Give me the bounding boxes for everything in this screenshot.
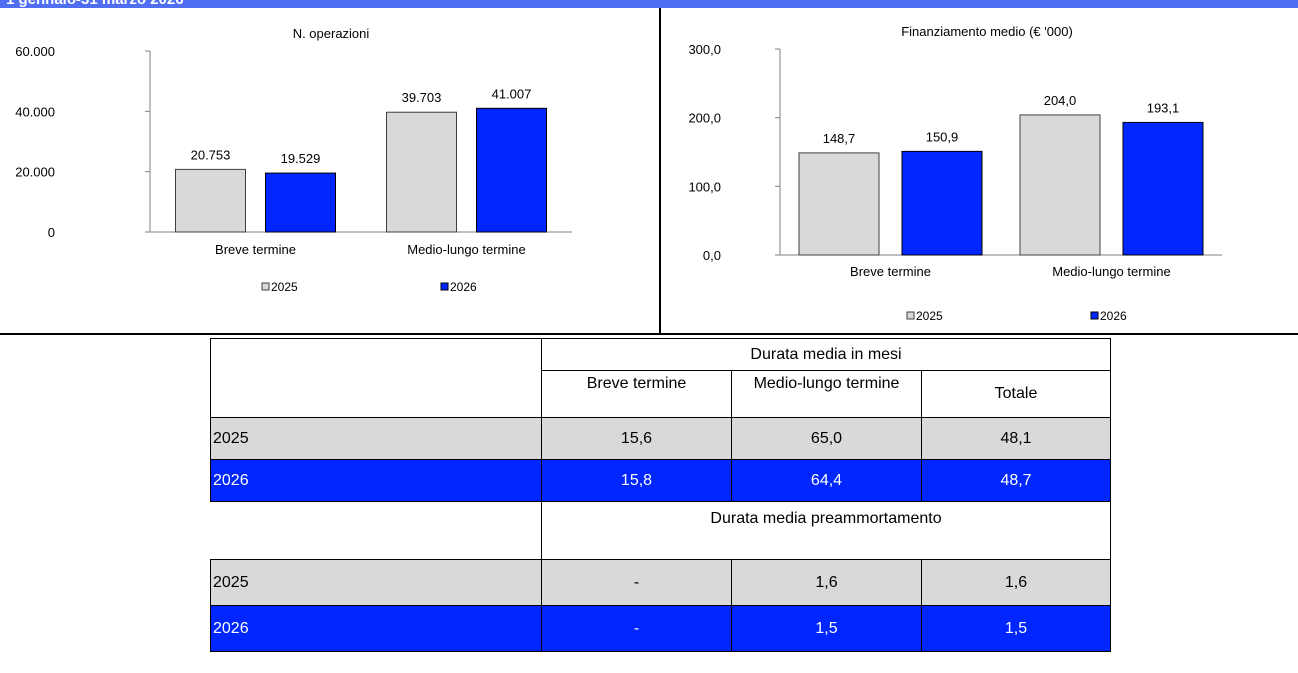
table-cell: 15,8 xyxy=(541,459,732,502)
header-title: 1 gennaio-31 marzo 2026 xyxy=(6,0,184,8)
legend-swatch xyxy=(440,282,449,291)
col-header-totale: Totale xyxy=(920,370,1112,418)
data-label: 41.007 xyxy=(492,86,532,101)
data-label: 204,0 xyxy=(1044,93,1077,108)
table-cell: - xyxy=(541,605,732,652)
category-label: Breve termine xyxy=(215,242,296,257)
row-label: 2026 xyxy=(210,605,542,652)
empty-cell xyxy=(210,501,542,560)
table-row: 2025 15,6 65,0 48,1 xyxy=(210,417,1112,460)
header-bar: 1 gennaio-31 marzo 2026 xyxy=(0,0,1298,8)
bar-2025 xyxy=(386,111,457,233)
durata-table: Durata media in mesi Breve termine Medio… xyxy=(210,338,1112,652)
table-header-row: Durata media in mesi xyxy=(210,338,1112,418)
y-tick-label: 20.000 xyxy=(15,165,55,180)
table-cell: 1,6 xyxy=(920,559,1112,606)
y-tick-label: 200,0 xyxy=(688,111,721,126)
bar-2026 xyxy=(476,107,547,233)
legend-label: 2025 xyxy=(271,280,298,294)
y-tick-label: 300,0 xyxy=(688,42,721,57)
legend-swatch xyxy=(906,311,915,320)
data-label: 39.703 xyxy=(402,90,442,105)
table-cell: - xyxy=(541,559,732,606)
table-cell: 1,5 xyxy=(731,605,922,652)
bar-2026 xyxy=(1122,121,1204,256)
bar-2025 xyxy=(175,168,246,233)
table-cell: 15,6 xyxy=(541,417,732,460)
data-label: 193,1 xyxy=(1147,100,1180,115)
data-label: 148,7 xyxy=(823,131,856,146)
table-row: 2026 15,8 64,4 48,7 xyxy=(210,459,1112,502)
row-label: 2025 xyxy=(210,559,542,606)
category-label: Breve termine xyxy=(850,264,931,279)
legend-label: 2026 xyxy=(1100,309,1127,323)
table-cell: 65,0 xyxy=(731,417,922,460)
table-cell: 1,6 xyxy=(731,559,922,606)
legend-swatch xyxy=(261,282,270,291)
table-section2-header: Durata media preammortamento xyxy=(210,501,1112,560)
table-cell: 48,1 xyxy=(920,417,1112,460)
col-header-breve: Breve termine xyxy=(541,370,732,418)
bar-2026 xyxy=(901,150,983,256)
legend-label: 2025 xyxy=(916,309,943,323)
chart-title: N. operazioni xyxy=(293,26,370,41)
col-header-medio-lungo: Medio-lungo termine xyxy=(731,370,922,418)
legend-label: 2026 xyxy=(450,280,477,294)
y-tick-label: 60.000 xyxy=(15,44,55,59)
chart-divider xyxy=(659,8,661,334)
table-cell: 64,4 xyxy=(731,459,922,502)
table-corner-cell xyxy=(210,338,542,418)
category-label: Medio-lungo termine xyxy=(407,242,526,257)
category-label: Medio-lungo termine xyxy=(1052,264,1171,279)
chart-finanziamento-medio: Finanziamento medio (€ '000) 0,0 100,0 200,… xyxy=(688,24,1222,323)
bar-2026 xyxy=(265,172,336,233)
table-columns-row: Breve termine Medio-lungo termine Totale xyxy=(211,370,1112,418)
section1-title: Durata media in mesi xyxy=(540,338,1112,371)
section2-title: Durata media preammortamento xyxy=(540,501,1112,560)
table-cell: 1,5 xyxy=(920,605,1112,652)
bar-2025 xyxy=(1019,114,1101,256)
table-row: 2025 - 1,6 1,6 xyxy=(210,559,1112,606)
bar-2025 xyxy=(798,152,880,256)
y-tick-label: 100,0 xyxy=(688,179,721,194)
y-tick-label: 40.000 xyxy=(15,104,55,119)
chart-n-operazioni: N. operazioni 0 20.000 40.000 60.000 Breve te… xyxy=(15,26,572,294)
y-tick-label: 0 xyxy=(48,225,55,240)
data-label: 19.529 xyxy=(281,151,321,166)
data-label: 20.753 xyxy=(191,147,231,162)
section-divider xyxy=(0,333,1298,335)
chart-title: Finanziamento medio (€ '000) xyxy=(901,24,1073,39)
table-row: 2026 - 1,5 1,5 xyxy=(210,605,1112,652)
legend-swatch xyxy=(1090,311,1099,320)
y-tick-label: 0,0 xyxy=(703,248,721,263)
row-label: 2026 xyxy=(210,459,542,502)
row-label: 2025 xyxy=(210,417,542,460)
table-cell: 48,7 xyxy=(920,459,1112,502)
data-label: 150,9 xyxy=(926,129,959,144)
